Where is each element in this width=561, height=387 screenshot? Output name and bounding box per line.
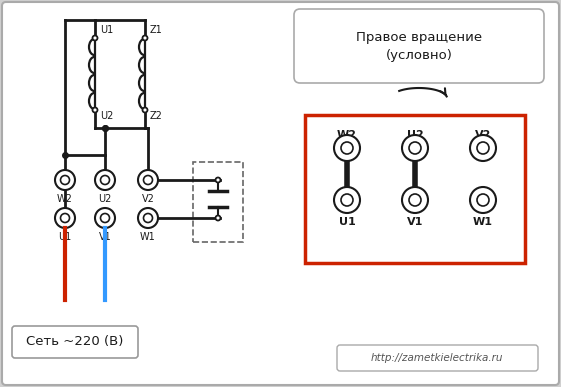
- Circle shape: [144, 214, 153, 223]
- FancyBboxPatch shape: [337, 345, 538, 371]
- Text: http://zametkielectrika.ru: http://zametkielectrika.ru: [371, 353, 503, 363]
- Circle shape: [142, 36, 148, 41]
- Bar: [305, 115, 525, 263]
- Circle shape: [477, 194, 489, 206]
- Text: V1: V1: [407, 217, 423, 227]
- Text: V1: V1: [99, 232, 112, 242]
- Circle shape: [142, 108, 148, 113]
- Text: U1: U1: [339, 217, 355, 227]
- Circle shape: [95, 170, 115, 190]
- Circle shape: [334, 135, 360, 161]
- Circle shape: [55, 208, 75, 228]
- Circle shape: [138, 170, 158, 190]
- Circle shape: [402, 135, 428, 161]
- Text: U2: U2: [100, 111, 113, 121]
- Circle shape: [138, 208, 158, 228]
- Circle shape: [334, 187, 360, 213]
- Circle shape: [341, 194, 353, 206]
- Text: Правое вращение
(условно): Правое вращение (условно): [356, 31, 482, 62]
- Circle shape: [95, 208, 115, 228]
- Circle shape: [61, 214, 70, 223]
- Text: W1: W1: [473, 217, 493, 227]
- Text: V2: V2: [475, 130, 491, 140]
- Text: V2: V2: [141, 194, 154, 204]
- Circle shape: [470, 135, 496, 161]
- FancyBboxPatch shape: [12, 326, 138, 358]
- Circle shape: [409, 142, 421, 154]
- Text: W2: W2: [57, 194, 73, 204]
- FancyBboxPatch shape: [294, 9, 544, 83]
- Circle shape: [470, 187, 496, 213]
- Circle shape: [215, 216, 220, 221]
- Circle shape: [477, 142, 489, 154]
- Text: U2: U2: [407, 130, 424, 140]
- Circle shape: [55, 170, 75, 190]
- Text: U1: U1: [100, 25, 113, 35]
- Text: Сеть ~220 (В): Сеть ~220 (В): [26, 336, 123, 349]
- Text: Z2: Z2: [150, 111, 163, 121]
- Circle shape: [100, 214, 109, 223]
- Text: U1: U1: [58, 232, 72, 242]
- Circle shape: [61, 175, 70, 185]
- Circle shape: [93, 108, 98, 113]
- Circle shape: [215, 178, 220, 183]
- Text: W2: W2: [337, 130, 357, 140]
- Bar: [193, 162, 243, 242]
- Text: Z1: Z1: [150, 25, 163, 35]
- Text: W1: W1: [140, 232, 156, 242]
- Text: U2: U2: [98, 194, 112, 204]
- Circle shape: [144, 175, 153, 185]
- Circle shape: [409, 194, 421, 206]
- Circle shape: [341, 142, 353, 154]
- Circle shape: [93, 36, 98, 41]
- Circle shape: [100, 175, 109, 185]
- Circle shape: [402, 187, 428, 213]
